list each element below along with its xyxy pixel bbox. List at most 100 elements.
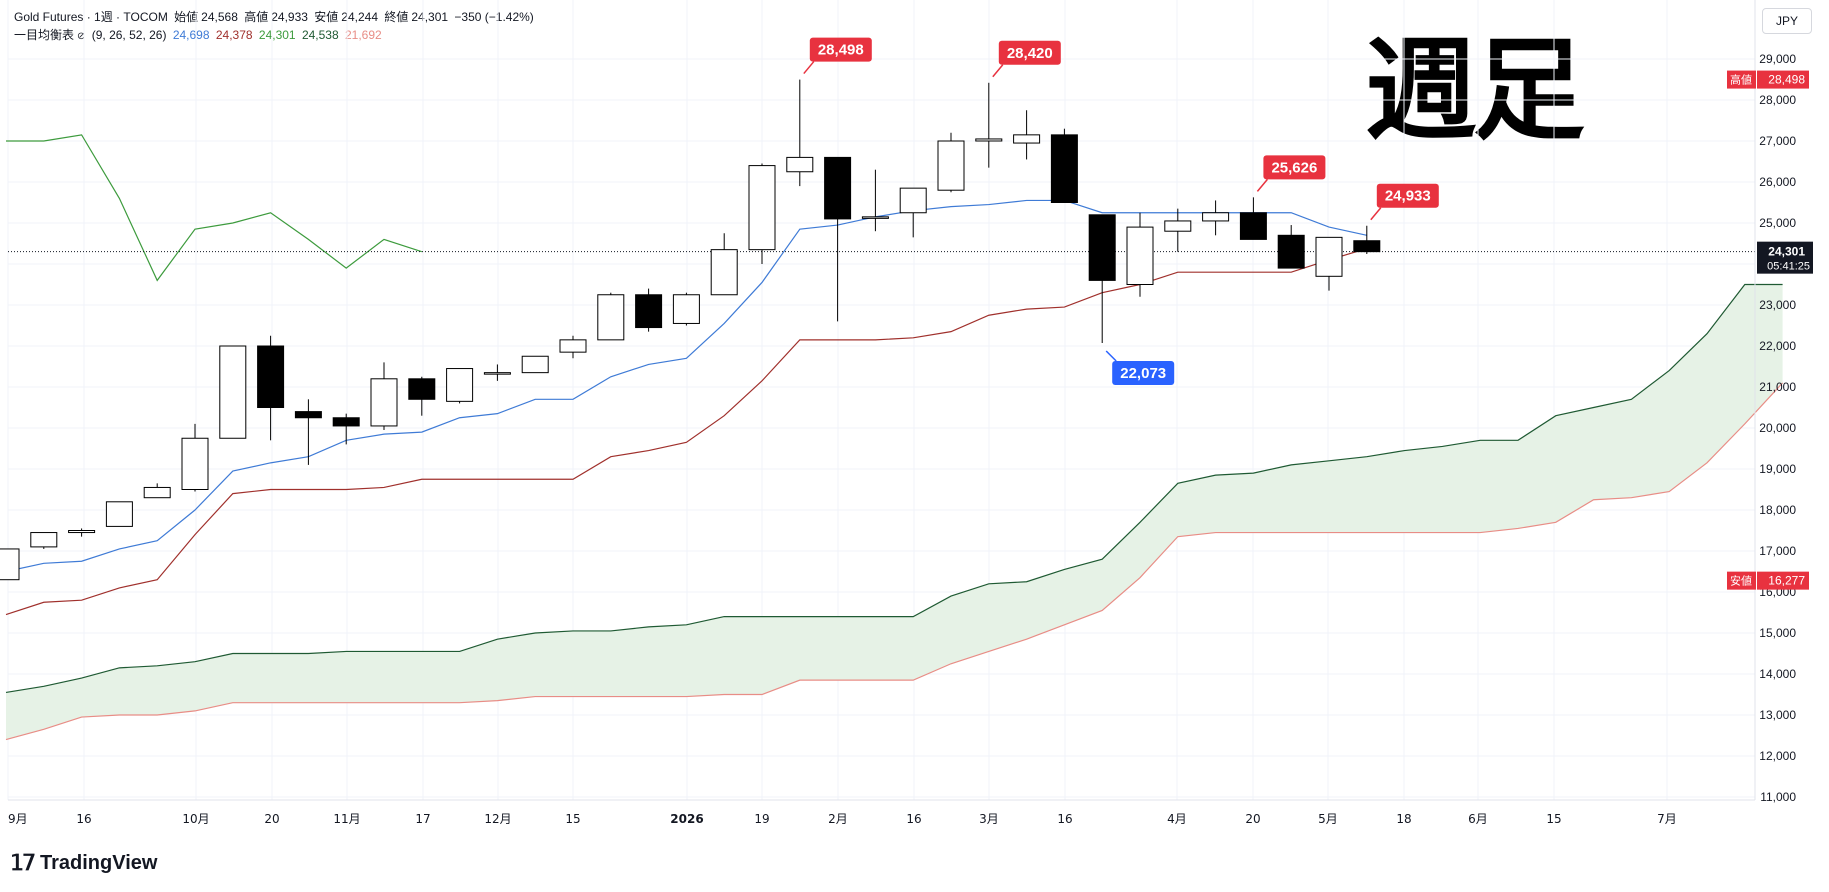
annotation-pointer bbox=[1370, 207, 1382, 221]
candle-body bbox=[1164, 220, 1192, 232]
price-tick-label: 20,000 bbox=[1759, 421, 1796, 435]
high-label: 高値 bbox=[244, 10, 269, 24]
span-a-line bbox=[5, 283, 1783, 694]
price-tick-label: 15,000 bbox=[1759, 626, 1796, 640]
axis-badge-label-box bbox=[1727, 70, 1756, 89]
tenkan-value: 24,698 bbox=[172, 28, 210, 42]
annotation-pointer bbox=[803, 61, 815, 75]
candle-body bbox=[105, 501, 133, 527]
indicator-name: 一目均衡表 bbox=[14, 28, 75, 42]
close-value: 24,301 bbox=[411, 10, 449, 24]
candle-body bbox=[370, 378, 398, 427]
axis-badge-value-box bbox=[1757, 70, 1809, 89]
annotation-label-box bbox=[998, 40, 1061, 65]
price-tick-label: 19,000 bbox=[1759, 462, 1796, 476]
indicator-params: (9, 26, 52, 26) bbox=[91, 28, 167, 42]
candle-body bbox=[559, 339, 587, 353]
candle-body bbox=[1050, 134, 1078, 204]
axis-badge-label: 高値 bbox=[1730, 73, 1752, 87]
candle-body bbox=[710, 249, 738, 296]
time-tick-label: 11月 bbox=[333, 812, 360, 826]
span-a-value: 24,538 bbox=[301, 28, 339, 42]
time-tick-label: 10月 bbox=[182, 812, 209, 826]
time-tick-label: 15 bbox=[1546, 812, 1561, 826]
candle-body bbox=[1013, 134, 1041, 144]
high-value: 24,933 bbox=[271, 10, 308, 24]
price-tick-label: 25,000 bbox=[1759, 216, 1796, 230]
annotation-label-box bbox=[1376, 183, 1439, 208]
kijun-value: 24,378 bbox=[215, 28, 253, 42]
currency-button[interactable]: JPY bbox=[1762, 8, 1812, 34]
time-tick-label: 19 bbox=[754, 812, 769, 826]
candle-body bbox=[635, 294, 663, 329]
tradingview-wordmark: TradingView bbox=[40, 851, 158, 874]
candle-body bbox=[521, 355, 549, 374]
candle-body bbox=[1126, 226, 1154, 286]
time-tick-label: 3月 bbox=[979, 812, 999, 826]
annotation-label-box bbox=[1263, 155, 1326, 180]
candle-body bbox=[181, 437, 209, 490]
time-tick-label: 7月 bbox=[1657, 812, 1677, 826]
annotation-label-box bbox=[809, 37, 872, 62]
candle-body bbox=[1315, 236, 1343, 277]
annotation-label-text: 25,626 bbox=[1271, 159, 1317, 176]
candle-body bbox=[786, 156, 814, 173]
price-tick-label: 12,000 bbox=[1759, 749, 1796, 763]
span-b-value: 21,692 bbox=[345, 28, 382, 42]
time-tick-label: 12月 bbox=[484, 812, 511, 826]
annotation-label-text: 22,073 bbox=[1120, 365, 1166, 382]
bar-countdown: 05:41:25 bbox=[1767, 261, 1810, 273]
time-tick-label: 18 bbox=[1396, 812, 1411, 826]
candle-body bbox=[408, 378, 436, 400]
axis-badge-value-box bbox=[1757, 571, 1809, 590]
axis-badge-label: 安値 bbox=[1730, 574, 1752, 588]
last-price-badge bbox=[1757, 241, 1813, 274]
last-price-value: 24,301 bbox=[1768, 245, 1805, 259]
price-tick-label: 22,000 bbox=[1759, 339, 1796, 353]
candle-body bbox=[294, 411, 322, 419]
candle-body bbox=[1277, 234, 1305, 269]
time-tick-label: 20 bbox=[1245, 812, 1260, 826]
price-tick-label: 27,000 bbox=[1759, 134, 1796, 148]
time-tick-label: 6月 bbox=[1468, 812, 1488, 826]
annotation-label-text: 28,420 bbox=[1007, 45, 1053, 62]
candle-body bbox=[1088, 214, 1116, 281]
price-tick-label: 28,000 bbox=[1759, 93, 1796, 107]
candle-body bbox=[0, 548, 20, 581]
candle-body bbox=[219, 345, 247, 439]
annotation-label-text: 28,498 bbox=[818, 42, 864, 59]
price-tick-label: 14,000 bbox=[1759, 667, 1796, 681]
price-tick-label: 18,000 bbox=[1759, 503, 1796, 517]
candle-body bbox=[1202, 212, 1230, 222]
candle-body bbox=[975, 138, 1003, 142]
time-tick-label: 4月 bbox=[1167, 812, 1187, 826]
price-tick-label: 29,000 bbox=[1759, 52, 1796, 66]
change-value: −350 (−1.42%) bbox=[454, 10, 534, 24]
candle-body bbox=[143, 486, 171, 499]
indicator-header[interactable]: 一目均衡表 ⊘ (9, 26, 52, 26) 24,698 24,378 24,… bbox=[14, 26, 385, 43]
candle-body bbox=[332, 417, 360, 427]
candle-body bbox=[899, 187, 927, 214]
visibility-icon[interactable]: ⊘ bbox=[77, 31, 86, 42]
price-tick-label: 23,000 bbox=[1759, 298, 1796, 312]
tradingview-logo[interactable]: 𝟣𝟩 TradingView bbox=[10, 850, 157, 876]
candle-body bbox=[257, 345, 285, 408]
candle-body bbox=[30, 532, 58, 548]
time-tick-label: 15 bbox=[565, 812, 580, 826]
time-tick-label: 20 bbox=[264, 812, 279, 826]
time-tick-label: 5月 bbox=[1318, 812, 1338, 826]
annotation-label-text: 24,933 bbox=[1385, 188, 1431, 205]
candle-body bbox=[1353, 240, 1381, 253]
price-tick-label: 13,000 bbox=[1759, 708, 1796, 722]
time-tick-label: 2026 bbox=[670, 812, 703, 826]
ichimoku-cloud bbox=[6, 284, 1783, 740]
tradingview-mark-icon: 𝟣𝟩 bbox=[10, 850, 36, 875]
time-tick-label: 16 bbox=[906, 812, 921, 826]
time-tick-label: 16 bbox=[76, 812, 91, 826]
time-tick-label: 9月 bbox=[8, 812, 28, 826]
candle-body bbox=[861, 216, 889, 219]
candle-body bbox=[748, 165, 776, 251]
candle-body bbox=[68, 530, 96, 534]
timeframe-title: 週足 bbox=[1365, 25, 1585, 156]
